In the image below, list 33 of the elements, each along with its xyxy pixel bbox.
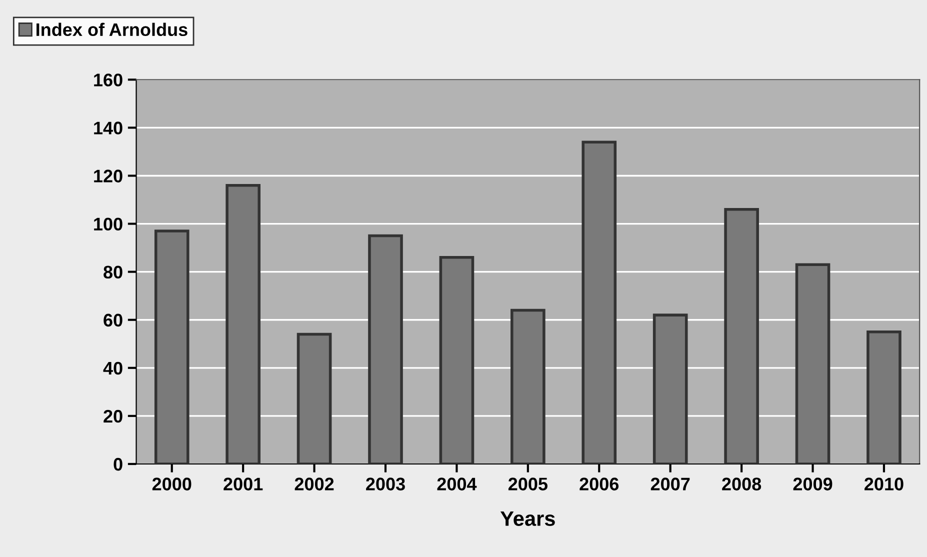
- bar: [510, 308, 546, 464]
- x-tick-label: 2009: [793, 478, 832, 490]
- x-tick-label: 2007: [650, 478, 690, 490]
- x-tick-label: 2002: [294, 478, 334, 490]
- y-tick-label: 100: [94, 218, 122, 230]
- bar: [724, 208, 759, 464]
- y-tick-label: 140: [94, 122, 122, 134]
- x-tick-label: 2005: [508, 478, 548, 490]
- x-tick-label: 2008: [722, 478, 762, 490]
- y-tick-label: 80: [104, 266, 122, 279]
- x-tick-label: 2004: [437, 478, 477, 490]
- x-tick-label: 2001: [224, 478, 263, 490]
- bar: [795, 263, 830, 464]
- x-tick-label: 2000: [152, 478, 192, 490]
- y-tick-label: 20: [104, 410, 122, 423]
- bar: [368, 234, 403, 464]
- x-axis-title: Years: [500, 511, 555, 526]
- bar: [439, 256, 474, 464]
- bar: [296, 332, 332, 464]
- y-tick-label: 40: [103, 362, 122, 375]
- legend-label: Index of Arnoldus: [36, 22, 188, 36]
- y-tick-label: 60: [104, 314, 122, 327]
- x-tick-label: 2003: [366, 478, 405, 490]
- y-tick-label: 160: [94, 74, 122, 86]
- x-tick-label: 2006: [580, 478, 619, 490]
- y-tick-label: 0: [114, 458, 122, 471]
- bar: [154, 230, 190, 464]
- bar: [582, 140, 617, 464]
- y-tick-label: 120: [94, 170, 122, 182]
- x-tick-label: 2010: [864, 478, 904, 490]
- bar: [866, 330, 902, 464]
- bar: [226, 184, 260, 464]
- bar: [652, 314, 688, 464]
